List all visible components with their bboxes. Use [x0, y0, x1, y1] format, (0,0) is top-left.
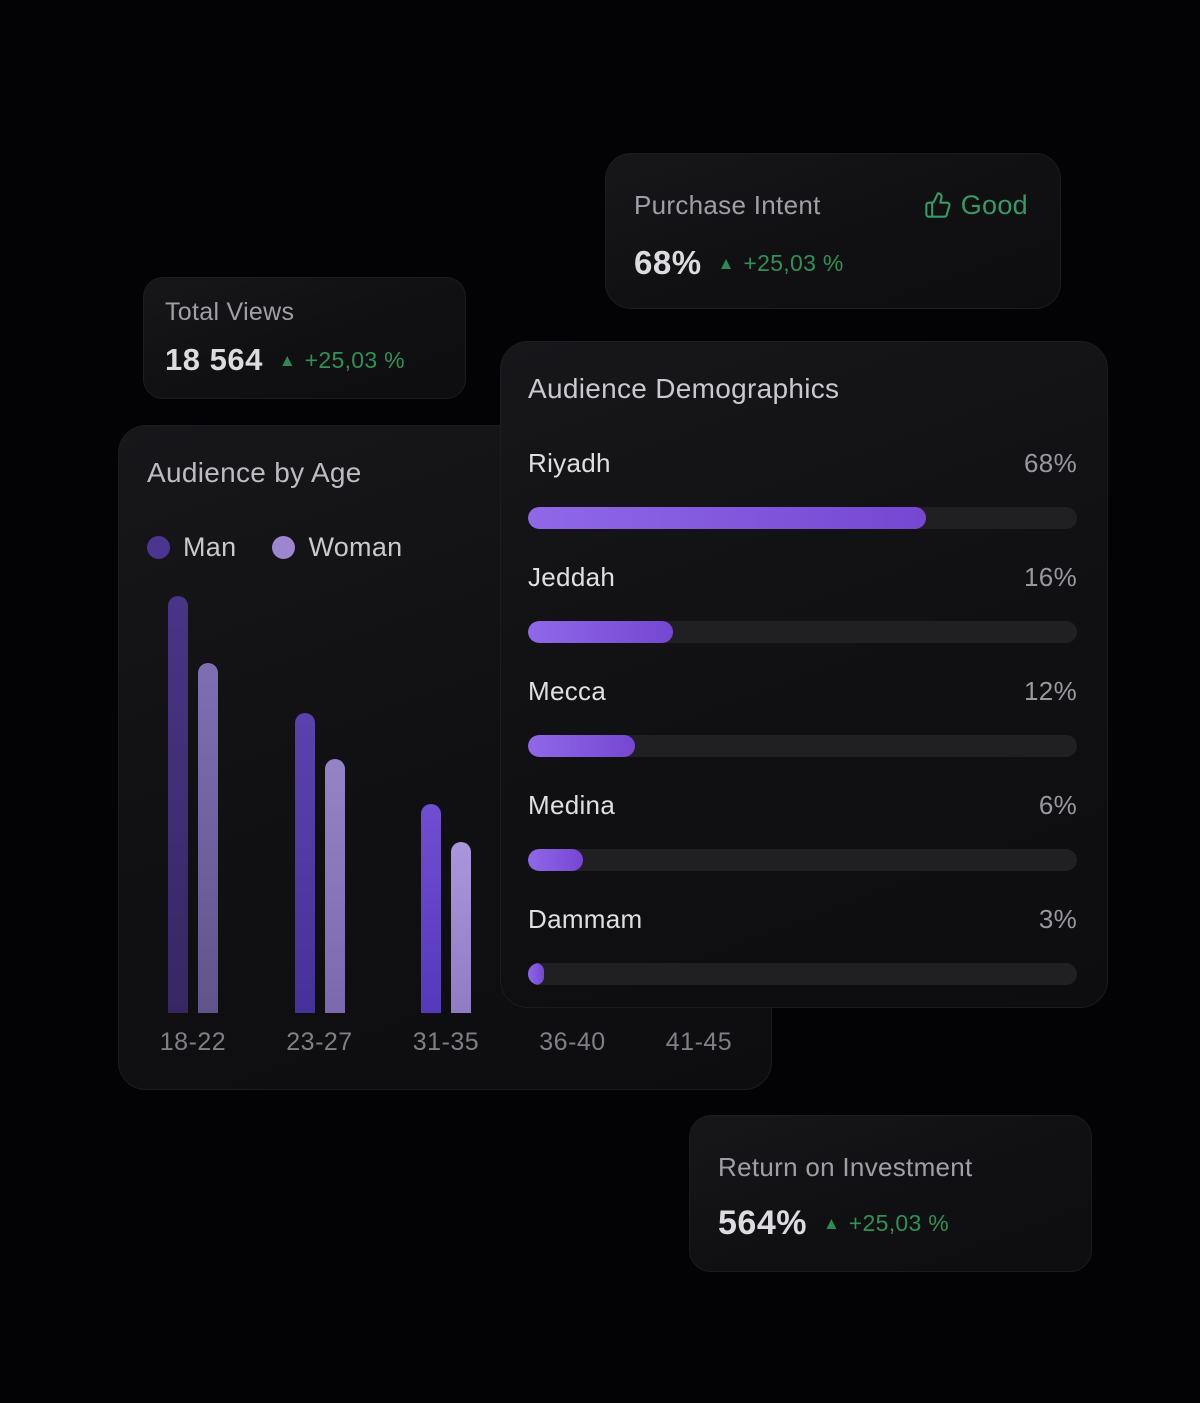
- city-label: Riyadh: [528, 448, 611, 478]
- purchase-intent-card: Purchase Intent Good 68% ▲ +25,03 %: [605, 153, 1061, 309]
- city-label: Dammam: [528, 904, 643, 934]
- progress-fill: [528, 735, 636, 757]
- bar-woman-23-27: [324, 759, 345, 1013]
- bar-woman-31-35: [451, 842, 471, 1013]
- demographics-row-dammam: Dammam 3%: [528, 902, 1077, 985]
- city-percentage: 6%: [1038, 790, 1077, 820]
- total-views-value: 18 564: [165, 342, 263, 377]
- age-axis-label-23-27: 23-27: [286, 1028, 353, 1056]
- city-label: Jeddah: [528, 562, 616, 592]
- city-percentage: 3%: [1038, 904, 1077, 934]
- progress-fill: [528, 621, 674, 643]
- demographics-row-mecca: Mecca 12%: [528, 674, 1077, 757]
- progress-track: [528, 963, 1077, 985]
- total-views-title: Total Views: [165, 298, 295, 326]
- purchase-intent-value: 68%: [634, 244, 702, 281]
- legend-dot-woman-icon: [272, 536, 296, 559]
- total-views-delta: +25,03 %: [304, 346, 405, 373]
- status-badge: Good: [924, 190, 1028, 221]
- age-axis-label-18-22: 18-22: [159, 1028, 227, 1056]
- demographics-row-jeddah: Jeddah 16%: [528, 560, 1077, 643]
- audience-demographics-card: Audience Demographics Riyadh 68% Jeddah 16%…: [500, 341, 1108, 1008]
- roi-delta: +25,03 %: [848, 1209, 950, 1236]
- status-badge-label: Good: [960, 189, 1028, 220]
- roi-card: Return on Investment 564% ▲ +25,03 %: [689, 1115, 1092, 1272]
- bar-woman-18-22: [198, 663, 218, 1013]
- city-label: Mecca: [528, 676, 607, 706]
- progress-track: [528, 735, 1077, 757]
- city-percentage: 16%: [1024, 562, 1077, 592]
- total-views-card: Total Views 18 564 ▲ +25,03 %: [143, 277, 466, 399]
- audience-demographics-title: Audience Demographics: [528, 373, 840, 404]
- roi-title: Return on Investment: [718, 1152, 973, 1182]
- up-triangle-icon: ▲: [822, 1213, 840, 1233]
- demographics-row-head: Mecca 12%: [528, 674, 1077, 708]
- demographics-rows: Riyadh 68% Jeddah 16% Mecca 12% Medina 6% Dammam…: [528, 446, 1077, 985]
- demographics-row-head: Jeddah 16%: [528, 560, 1077, 594]
- age-axis-label-31-35: 31-35: [412, 1028, 480, 1056]
- age-axis-label-36-40: 36-40: [539, 1028, 606, 1056]
- demographics-row-head: Riyadh 68%: [528, 446, 1077, 480]
- demographics-row-riyadh: Riyadh 68%: [528, 446, 1077, 529]
- age-legend: Man Woman: [147, 532, 402, 563]
- demographics-row-head: Medina 6%: [528, 788, 1077, 822]
- progress-fill: [528, 849, 583, 871]
- progress-fill: [528, 507, 927, 529]
- legend-label-woman: Woman: [308, 532, 403, 562]
- legend-item-man: Man: [147, 532, 236, 563]
- purchase-intent-title: Purchase Intent: [634, 190, 821, 220]
- bar-man-31-35: [421, 804, 441, 1013]
- audience-by-age-title: Audience by Age: [147, 457, 362, 488]
- bar-man-23-27: [294, 713, 315, 1013]
- legend-item-woman: Woman: [272, 532, 402, 563]
- bar-man-18-22: [168, 596, 188, 1013]
- up-triangle-icon: ▲: [717, 253, 735, 273]
- legend-label-man: Man: [183, 532, 237, 562]
- progress-track: [528, 849, 1077, 871]
- city-label: Medina: [528, 790, 616, 820]
- purchase-intent-delta: +25,03 %: [743, 249, 844, 276]
- age-axis-label-41-45: 41-45: [665, 1028, 733, 1056]
- city-percentage: 12%: [1024, 676, 1077, 706]
- legend-dot-man-icon: [147, 536, 170, 559]
- demographics-row-medina: Medina 6%: [528, 788, 1077, 871]
- roi-value: 564%: [718, 1204, 807, 1242]
- demographics-row-head: Dammam 3%: [528, 902, 1077, 936]
- progress-track: [528, 507, 1077, 529]
- progress-track: [528, 621, 1077, 643]
- progress-fill: [528, 963, 545, 985]
- age-plot: 18-22 23-27 31-35 36-40 41-45: [119, 426, 771, 1089]
- up-triangle-icon: ▲: [278, 350, 296, 370]
- thumbs-up-icon: [924, 191, 952, 219]
- city-percentage: 68%: [1024, 448, 1077, 478]
